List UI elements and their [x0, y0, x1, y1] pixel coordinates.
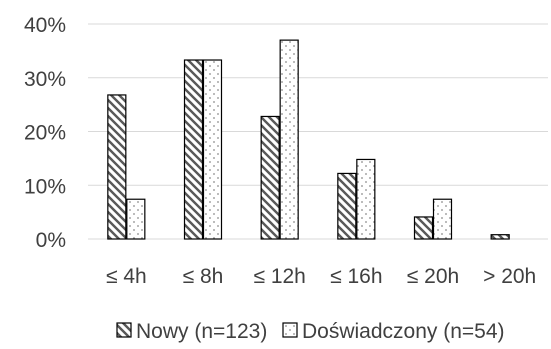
y-tick-label: 30%: [24, 68, 66, 91]
x-axis-ticks: ≤ 4h ≤ 8h ≤ 12h ≤ 16h ≤ 20h > 20h: [106, 265, 536, 288]
bar-doswiadczony: [279, 39, 299, 240]
bar-nowy: [183, 59, 204, 240]
bars: [107, 39, 510, 240]
legend-swatch: [116, 322, 132, 338]
bar-nowy: [490, 234, 510, 240]
y-tick-label: 0%: [36, 229, 66, 252]
legend: Nowy (n=123) Doświadczony (n=54): [116, 320, 505, 343]
bar-nowy: [260, 115, 280, 240]
bar-doswiadczony: [126, 198, 146, 240]
legend-label: Nowy (n=123): [136, 320, 267, 343]
y-tick-label: 40%: [24, 14, 66, 37]
y-tick-label: 20%: [24, 122, 66, 145]
bar-nowy: [413, 216, 434, 240]
x-tick-label: ≤ 12h: [253, 265, 305, 288]
bar-nowy: [107, 94, 127, 240]
x-tick-label: ≤ 8h: [183, 265, 224, 288]
gridlines: [88, 23, 548, 240]
y-tick-label: 10%: [24, 175, 66, 198]
bar-doswiadczony: [202, 59, 223, 240]
bar-doswiadczony: [356, 158, 376, 240]
legend-label: Doświadczony (n=54): [302, 320, 505, 343]
bar-doswiadczony: [432, 198, 453, 240]
x-tick-label: > 20h: [483, 265, 536, 288]
x-tick-label: ≤ 20h: [407, 265, 459, 288]
bar-nowy: [337, 172, 357, 240]
y-axis-ticks: 0% 10% 20% 30% 40%: [24, 14, 66, 252]
x-tick-label: ≤ 4h: [106, 265, 147, 288]
legend-swatch: [282, 322, 298, 338]
x-tick-label: ≤ 16h: [330, 265, 382, 288]
